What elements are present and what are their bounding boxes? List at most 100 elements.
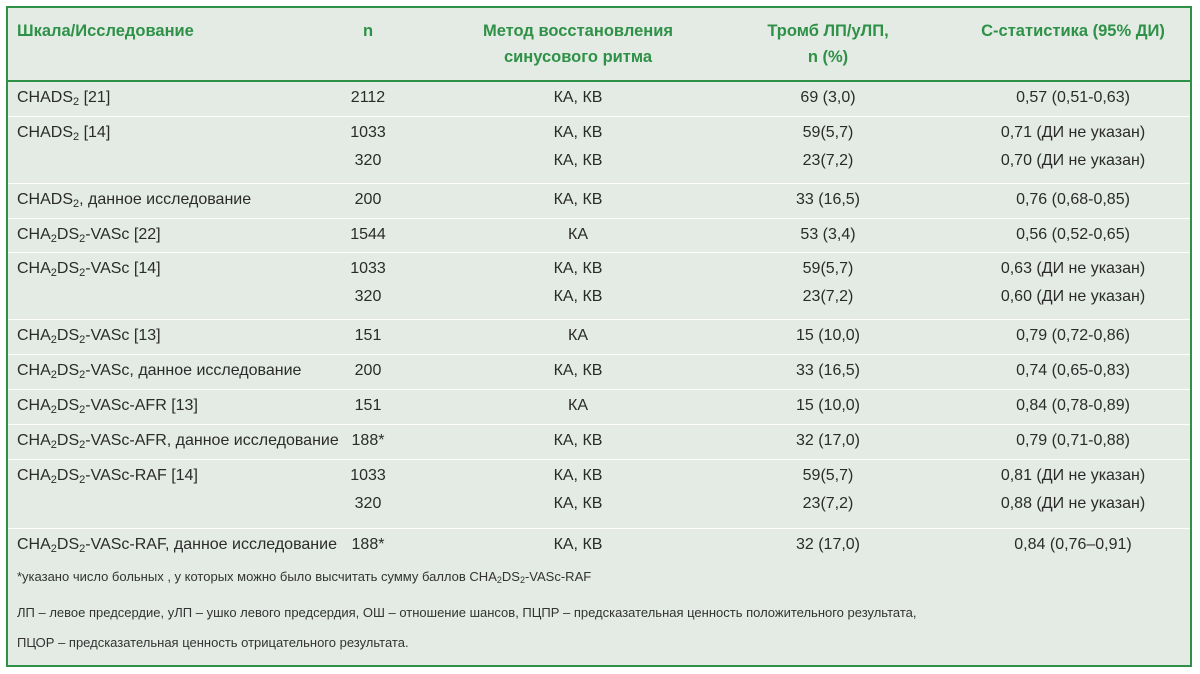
row-separator [8, 459, 1190, 460]
row-separator [8, 528, 1190, 529]
cell-cstat: 0,70 (ДИ не указан) [1000, 152, 1146, 169]
cell-scale: CHA2DS2-VASc [22] [17, 226, 161, 245]
cell-scale: CHA2DS2-VASc-RAF, данное исследование [17, 536, 337, 555]
cell-thrombus: 33 (16,5) [795, 191, 861, 208]
header-method: Метод восстановления синусового ритма [448, 18, 708, 70]
cell-n: 200 [354, 191, 382, 208]
table-row: CHADS2 [21] 2112 КА, КВ 69 (3,0) 0,57 (0,51-… [8, 81, 1190, 116]
cell-n: 151 [354, 397, 382, 414]
cell-thrombus: 23(7,2) [802, 495, 854, 512]
table-row: CHA2DS2-VASc, данное исследование 200 КА, … [8, 354, 1190, 389]
table-row: CHA2DS2-VASc-RAF [14] 1033 КА, КВ 59(5,7) 0,… [8, 459, 1190, 528]
table-header: Шкала/Исследование n Метод восстановлени… [8, 8, 1190, 80]
cell-cstat: 0,74 (0,65-0,83) [1016, 362, 1130, 379]
table-row: CHADS2 [14] 1033 КА, КВ 59(5,7) 0,71 (ДИ не … [8, 116, 1190, 183]
cell-cstat: 0,63 (ДИ не указан) [1000, 260, 1146, 277]
cell-scale: CHA2DS2-VASc, данное исследование [17, 362, 302, 381]
footnote-asterisk: *указано число больных , у которых можно… [17, 569, 592, 585]
cell-scale: CHA2DS2-VASc [13] [17, 327, 161, 346]
header-method-line2: синусового ритма [503, 48, 653, 66]
cell-scale: CHA2DS2-VASc-RAF [14] [17, 467, 198, 486]
cell-thrombus: 15 (10,0) [795, 327, 861, 344]
cell-n: 188* [351, 432, 385, 449]
cell-n: 1033 [350, 124, 386, 141]
cell-cstat: 0,79 (0,72-0,86) [1016, 327, 1130, 344]
cell-scale: CHADS2 [14] [17, 124, 111, 143]
cell-scale: CHADS2, данное исследование [17, 191, 252, 210]
cell-thrombus: 32 (17,0) [795, 536, 861, 553]
cell-n: 2112 [350, 89, 386, 106]
cell-method: КА, КВ [553, 191, 603, 208]
row-separator [8, 354, 1190, 355]
table-row: CHA2DS2-VASc-AFR, данное исследование 188… [8, 424, 1190, 459]
cell-cstat: 0,71 (ДИ не указан) [1000, 124, 1146, 141]
table-row: CHA2DS2-VASc-RAF, данное исследование 188… [8, 528, 1190, 564]
table-row: CHADS2, данное исследование 200 КА, КВ 33 (… [8, 183, 1190, 218]
cell-method: КА, КВ [553, 260, 603, 277]
cell-method: КА [568, 397, 588, 414]
row-separator [8, 389, 1190, 390]
header-n: n [362, 22, 374, 40]
row-separator [8, 183, 1190, 184]
cell-scale: CHA2DS2-VASc-AFR [13] [17, 397, 198, 416]
cell-method: КА [568, 327, 588, 344]
cell-method: КА, КВ [553, 288, 603, 305]
row-separator [8, 252, 1190, 253]
cell-n: 320 [354, 288, 382, 305]
cell-method: КА, КВ [553, 362, 603, 379]
row-separator [8, 116, 1190, 117]
cell-method: КА, КВ [553, 124, 603, 141]
cell-method: КА, КВ [553, 89, 603, 106]
cell-method: КА, КВ [553, 432, 603, 449]
row-separator [8, 218, 1190, 219]
table-row: CHA2DS2-VASc-AFR [13] 151 КА 15 (10,0) 0,84 … [8, 389, 1190, 424]
cell-method: КА, КВ [553, 152, 603, 169]
cell-n: 188* [351, 536, 385, 553]
cell-cstat: 0,84 (0,78-0,89) [1016, 397, 1130, 414]
cell-thrombus: 53 (3,4) [800, 226, 856, 243]
cell-cstat: 0,79 (0,71-0,88) [1016, 432, 1130, 449]
cell-thrombus: 33 (16,5) [795, 362, 861, 379]
table-frame: Шкала/Исследование n Метод восстановлени… [6, 6, 1192, 667]
cell-n: 151 [354, 327, 382, 344]
cell-cstat: 0,57 (0,51-0,63) [1016, 89, 1130, 106]
cell-n: 200 [354, 362, 382, 379]
cell-method: КА [568, 226, 588, 243]
cell-scale: CHADS2 [21] [17, 89, 111, 108]
cell-thrombus: 59(5,7) [802, 124, 854, 141]
cell-thrombus: 59(5,7) [802, 467, 854, 484]
table-row: CHA2DS2-VASc [14] 1033 КА, КВ 59(5,7) 0,63 (… [8, 252, 1190, 319]
header-cstat: C-статистика (95% ДИ) [981, 22, 1165, 40]
cell-cstat: 0,60 (ДИ не указан) [1000, 288, 1146, 305]
cell-scale: CHA2DS2-VASc-AFR, данное исследование [17, 432, 339, 451]
cell-n: 320 [354, 152, 382, 169]
cell-n: 1033 [350, 467, 386, 484]
cell-thrombus: 15 (10,0) [795, 397, 861, 414]
header-divider [8, 80, 1190, 82]
cell-method: КА, КВ [553, 467, 603, 484]
cell-thrombus: 23(7,2) [802, 152, 854, 169]
cell-n: 1033 [350, 260, 386, 277]
cell-scale: CHA2DS2-VASc [14] [17, 260, 161, 279]
header-thrombus-line2: n (%) [807, 48, 849, 66]
header-method-line1: Метод восстановления [482, 22, 674, 40]
table-row: CHA2DS2-VASc [13] 151 КА 15 (10,0) 0,79 (0,7… [8, 319, 1190, 354]
row-separator [8, 319, 1190, 320]
footnote-abbreviations-cont: ПЦОР – предсказательная ценность отрицат… [17, 635, 409, 650]
cell-method: КА, КВ [553, 495, 603, 512]
header-thrombus: Тромб ЛП/уЛП, n (%) [743, 18, 913, 70]
cell-cstat: 0,81 (ДИ не указан) [1000, 467, 1146, 484]
header-thrombus-line1: Тромб ЛП/уЛП, [767, 22, 889, 40]
cell-thrombus: 69 (3,0) [800, 89, 856, 106]
cell-n: 1544 [350, 226, 386, 243]
cell-thrombus: 23(7,2) [802, 288, 854, 305]
cell-cstat: 0,84 (0,76–0,91) [1014, 536, 1132, 553]
table-row: CHA2DS2-VASc [22] 1544 КА 53 (3,4) 0,56 (0,5… [8, 218, 1190, 252]
row-separator [8, 424, 1190, 425]
footnote-abbreviations: ЛП – левое предсердие, уЛП – ушко левого… [17, 605, 917, 620]
cell-thrombus: 59(5,7) [802, 260, 854, 277]
cell-method: КА, КВ [553, 536, 603, 553]
cell-cstat: 0,56 (0,52-0,65) [1016, 226, 1130, 243]
cell-n: 320 [354, 495, 382, 512]
cell-cstat: 0,76 (0,68-0,85) [1016, 191, 1130, 208]
